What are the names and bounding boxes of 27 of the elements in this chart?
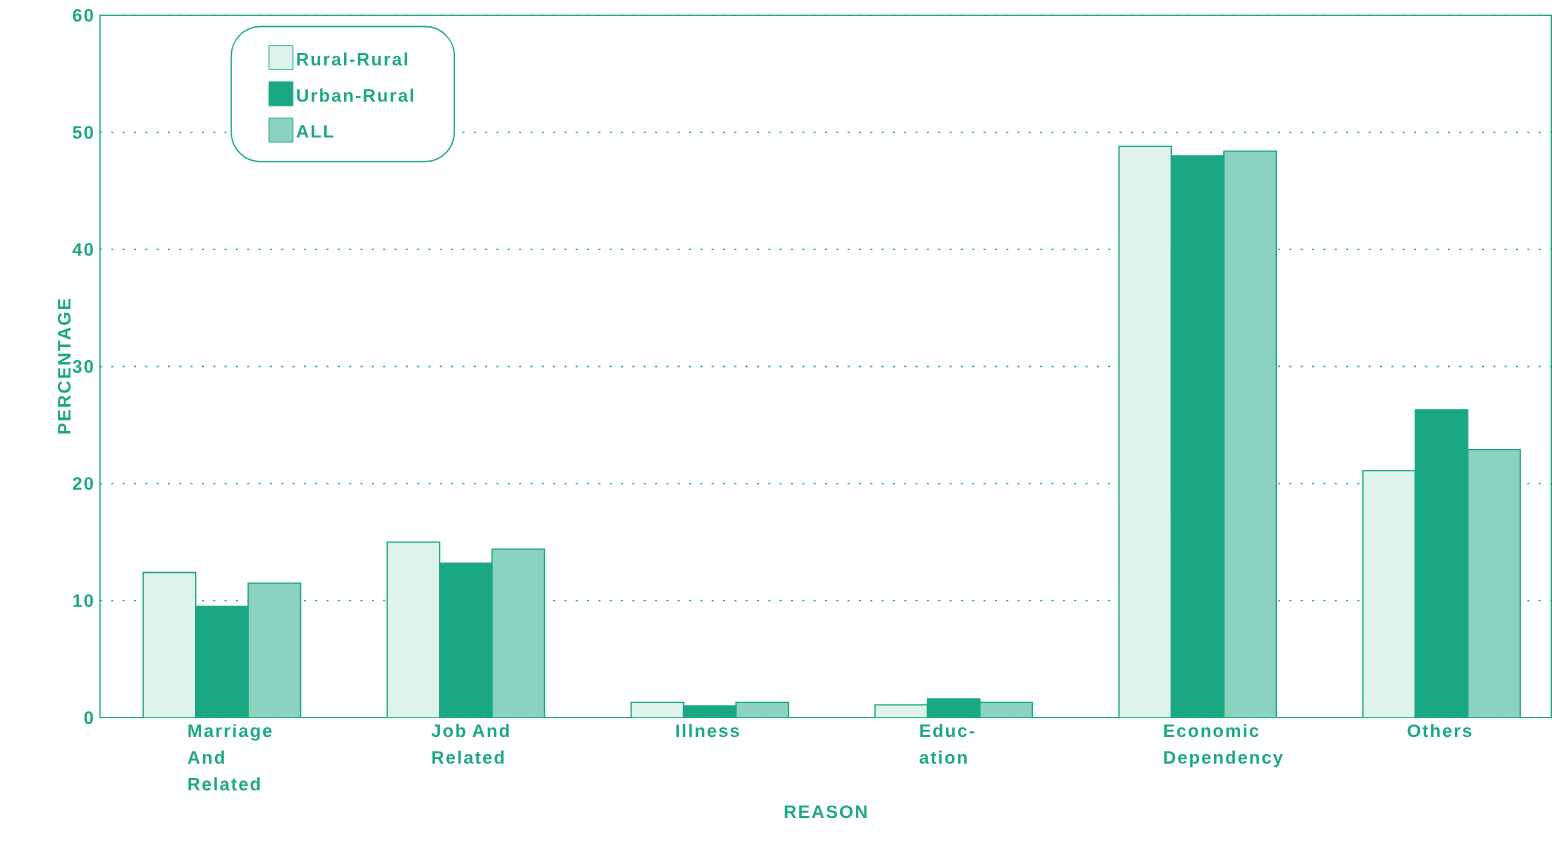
y-tick-label: 50 <box>72 126 93 139</box>
bar <box>875 704 928 718</box>
bar <box>1362 470 1417 718</box>
x-tick-label: Illness <box>676 724 740 738</box>
x-tick-label: Job And Related <box>431 724 509 764</box>
legend-label: ALL <box>296 125 334 138</box>
bar <box>1223 150 1277 718</box>
bar <box>247 582 302 718</box>
bar <box>142 572 197 718</box>
y-axis-title: PERCENTAGE <box>57 299 71 434</box>
legend-label: Rural-Rural <box>297 52 408 66</box>
x-tick-label: Marriage And Related <box>187 724 272 791</box>
x-tick-label: Economic Dependency <box>1164 724 1283 768</box>
bar <box>386 541 441 718</box>
bar <box>491 548 546 718</box>
y-tick-label: 10 <box>73 594 93 608</box>
bar <box>1467 449 1521 718</box>
legend-label: Urban-Rural <box>297 88 414 103</box>
bar <box>1118 145 1173 718</box>
y-tick-label: 30 <box>72 360 93 374</box>
x-tick-label: Educ-ation <box>919 724 975 764</box>
x-tick-label: Others <box>1407 724 1472 738</box>
y-tick-label: 0 <box>84 711 93 725</box>
y-tick-label: 40 <box>72 243 93 256</box>
y-tick-label: 60 <box>72 9 93 22</box>
x-axis-title: REASON <box>784 805 867 819</box>
y-tick-label: 20 <box>72 477 93 491</box>
